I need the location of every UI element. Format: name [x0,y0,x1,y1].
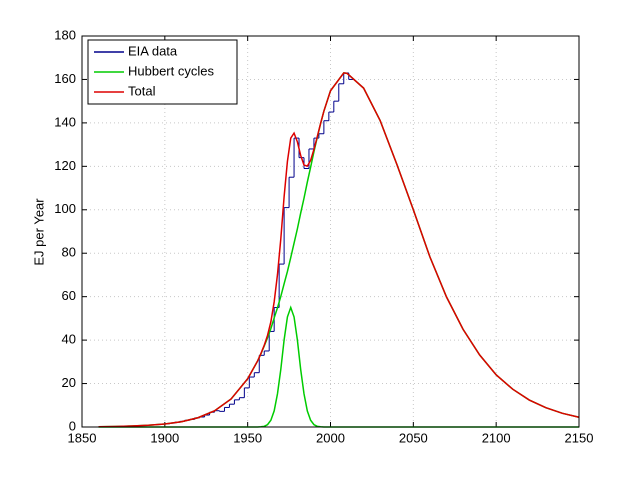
series-line [98,72,580,428]
y-axis-label: EJ per Year [31,198,46,266]
legend-label: Total [128,83,156,98]
x-tick-label: 1950 [233,430,262,445]
y-tick-label: 120 [54,158,76,173]
y-tick-label: 80 [62,245,76,260]
x-tick-label: 2000 [316,430,345,445]
series-line [98,305,579,428]
y-tick-label: 60 [62,288,76,303]
y-tick-label: 100 [54,201,76,216]
plot-frame [81,35,580,428]
x-tick-label: 2100 [482,430,511,445]
legend-label: Hubbert cycles [128,63,214,78]
y-tick-label: 180 [54,27,76,42]
y-tick-label: 140 [54,114,76,129]
y-tick-label: 160 [54,71,76,86]
y-tick-label: 20 [62,375,76,390]
x-tick-label: 1900 [150,430,179,445]
y-tick-label: 40 [62,332,76,347]
x-tick-label: 2150 [565,430,594,445]
y-tick-label: 0 [69,418,76,433]
legend-label: EIA data [128,43,178,58]
x-tick-label: 2050 [399,430,428,445]
x-tick-label: 1850 [68,430,97,445]
